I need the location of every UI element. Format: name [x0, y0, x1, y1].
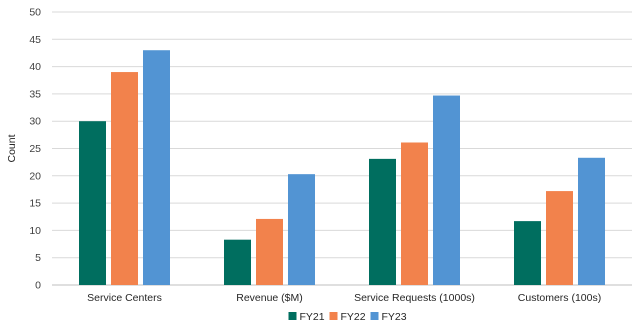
x-category-label: Customers (100s)	[518, 292, 601, 304]
y-tick-label: 40	[29, 61, 41, 73]
bar-fy21-3	[514, 221, 541, 285]
x-category-label: Revenue ($M)	[236, 292, 303, 304]
y-tick-label: 0	[35, 280, 41, 292]
y-tick-label: 30	[29, 116, 41, 128]
x-axis-categories: Service Centers Revenue ($M) Service Reque…	[87, 292, 601, 304]
y-tick-label: 20	[29, 170, 41, 182]
bar-fy22-3	[546, 191, 573, 285]
bar-fy23-0	[143, 50, 170, 285]
y-axis-ticks: 0 5 10 15 20 25 30 35 40 45 50	[29, 7, 41, 292]
legend-swatch-fy21	[288, 312, 297, 320]
legend-label-fy23: FY23	[382, 311, 407, 323]
bar-fy23-1	[288, 174, 315, 285]
bar-fy22-0	[111, 72, 138, 285]
x-category-label: Service Requests (1000s)	[354, 292, 475, 304]
y-tick-label: 10	[29, 225, 41, 237]
legend: FY21 FY22 FY23	[288, 311, 407, 323]
y-tick-label: 50	[29, 7, 41, 19]
x-category-label: Service Centers	[87, 292, 162, 304]
bar-fy23-3	[578, 157, 605, 285]
legend-swatch-fy22	[329, 312, 338, 320]
legend-label-fy21: FY21	[300, 311, 325, 323]
y-tick-label: 15	[29, 198, 41, 210]
bar-fy21-2	[369, 158, 396, 285]
bar-fy22-1	[256, 218, 283, 285]
legend-swatch-fy23	[370, 312, 379, 320]
bars	[79, 50, 605, 286]
bar-fy22-2	[401, 142, 428, 285]
y-tick-label: 35	[29, 88, 41, 100]
legend-label-fy22: FY22	[341, 311, 366, 323]
bar-fy23-2	[433, 95, 460, 286]
y-tick-label: 45	[29, 34, 41, 46]
gridlines	[52, 11, 632, 286]
bar-fy21-1	[224, 239, 251, 285]
y-axis-title: Count	[6, 134, 18, 162]
y-tick-label: 25	[29, 143, 41, 155]
y-tick-label: 5	[35, 252, 41, 264]
bar-fy21-0	[79, 121, 106, 285]
